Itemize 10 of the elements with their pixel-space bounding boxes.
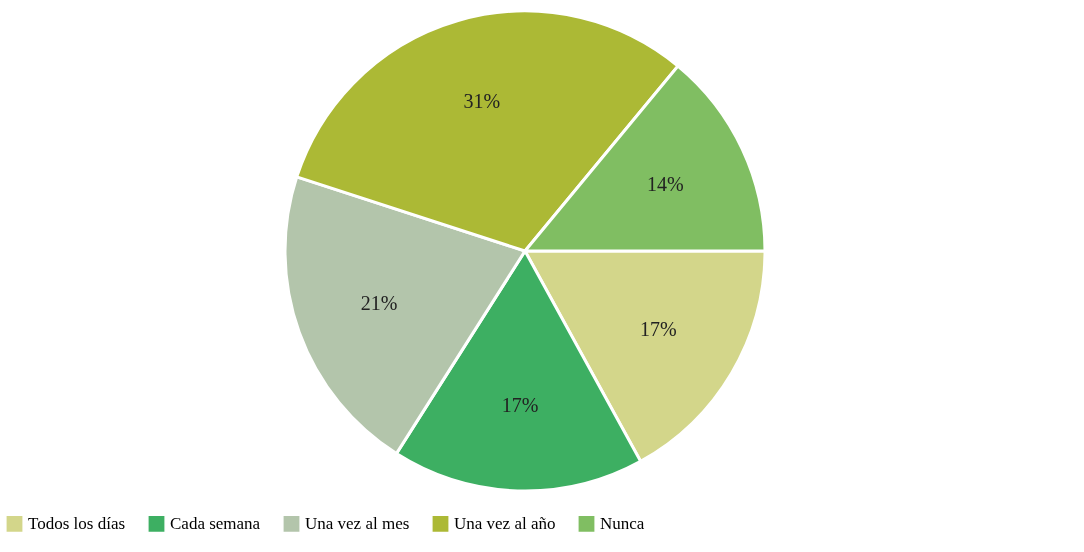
legend-label: Todos los días	[28, 513, 126, 533]
legend-label: Cada semana	[170, 513, 261, 533]
data-label: 21%	[360, 291, 398, 314]
legend-label: Una vez al mes	[305, 513, 410, 533]
data-label: 14%	[646, 173, 684, 195]
data-label: 31%	[463, 90, 501, 113]
legend-label: Nunca	[600, 513, 645, 533]
data-label: 17%	[501, 393, 539, 416]
legend-label: Una vez al año	[454, 513, 556, 533]
data-label: 17%	[640, 317, 677, 340]
